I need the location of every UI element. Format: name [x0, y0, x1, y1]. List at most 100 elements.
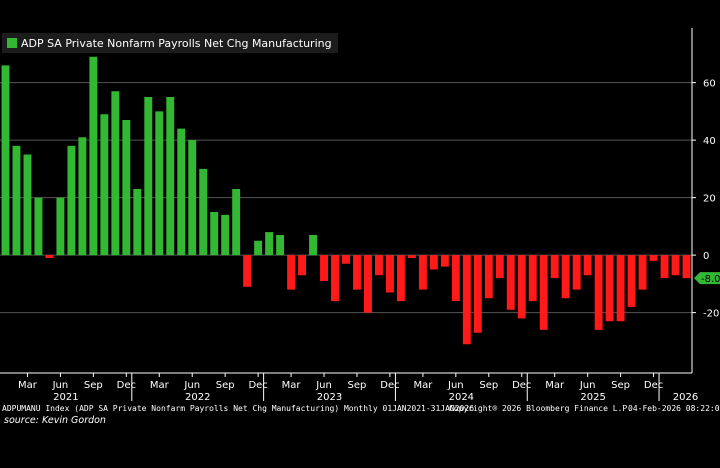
y-tick-label: 0 — [703, 251, 709, 262]
bar — [506, 255, 515, 310]
bar — [342, 255, 350, 264]
x-tick-label: Mar — [18, 380, 38, 391]
bar — [561, 255, 570, 299]
bar — [1, 65, 10, 256]
x-tick-label: Sep — [479, 380, 498, 391]
bar — [122, 120, 131, 256]
bar — [594, 255, 603, 330]
year-label: 2026 — [673, 392, 698, 403]
bar — [23, 154, 32, 256]
bar — [133, 189, 142, 256]
timestamp: 04-Feb-2026 08:22:02 — [628, 404, 720, 413]
bar — [89, 56, 98, 256]
bar — [78, 137, 87, 256]
x-tick-label: Mar — [150, 380, 170, 391]
bar — [682, 255, 691, 279]
bar — [671, 255, 680, 276]
year-label: 2021 — [53, 392, 78, 403]
x-tick-label: Mar — [282, 380, 302, 391]
x-tick-label: Jun — [183, 380, 200, 391]
bar — [210, 212, 219, 256]
bar — [243, 255, 252, 287]
y-tick-label: 20 — [703, 194, 716, 205]
x-tick-label: Sep — [611, 380, 630, 391]
bar — [12, 145, 21, 256]
bar — [364, 255, 372, 313]
bar — [100, 114, 109, 256]
bar — [440, 255, 449, 267]
bar — [539, 255, 548, 330]
year-label: 2025 — [580, 392, 605, 403]
bar — [451, 255, 460, 302]
bar — [528, 255, 537, 302]
bars — [1, 56, 691, 345]
y-tick-label: 60 — [703, 79, 716, 90]
last-value-label: -8.0 — [701, 274, 720, 285]
bar — [67, 145, 76, 256]
bar — [583, 255, 592, 276]
bar — [188, 140, 197, 256]
bar — [550, 255, 559, 279]
bar — [45, 255, 54, 258]
bar — [353, 255, 361, 290]
bar — [287, 255, 296, 290]
bar — [627, 255, 636, 307]
bar — [385, 255, 394, 293]
bar — [155, 111, 164, 256]
bar — [572, 255, 581, 290]
bar — [320, 255, 328, 281]
index-description: ADPUMANU Index (ADP SA Private Nonfarm P… — [2, 404, 475, 413]
bar — [429, 255, 438, 270]
bar — [34, 197, 43, 256]
year-label: 2022 — [185, 392, 210, 403]
bar — [144, 97, 153, 256]
bar — [517, 255, 526, 319]
x-tick-label: Dec — [248, 380, 267, 391]
bar — [111, 91, 120, 256]
x-tick-label: Mar — [545, 380, 565, 391]
x-tick-label: Jun — [579, 380, 596, 391]
bar — [484, 255, 493, 299]
bar — [495, 255, 504, 279]
bar — [166, 97, 175, 256]
x-tick-label: Sep — [216, 380, 235, 391]
bar — [616, 255, 625, 322]
bar — [177, 128, 186, 256]
bar — [309, 235, 318, 256]
bar — [473, 255, 482, 333]
x-tick-label: Dec — [512, 380, 531, 391]
x-tick-label: Dec — [117, 380, 136, 391]
legend-label: ADP SA Private Nonfarm Payrolls Net Chg … — [21, 36, 332, 50]
x-tick-label: Dec — [644, 380, 663, 391]
copyright: Copyright® 2026 Bloomberg Finance L.P. — [449, 404, 633, 413]
bar — [276, 235, 285, 256]
source-credit: source: Kevin Gordon — [4, 415, 106, 426]
bar — [374, 255, 383, 276]
x-tick-label: Jun — [447, 380, 464, 391]
y-tick-label: 40 — [703, 136, 716, 147]
bar — [649, 255, 658, 261]
bar — [254, 240, 263, 256]
bar — [331, 255, 339, 302]
x-tick-label: Jun — [315, 380, 332, 391]
bar — [232, 189, 241, 256]
bar — [298, 255, 307, 276]
bar — [396, 255, 405, 302]
bar — [407, 255, 416, 258]
bar — [265, 232, 274, 256]
bar — [199, 168, 208, 256]
axes: -20 0 20 40 60 Mar Jun Sep Dec Mar Jun Sep Dec Mar Jun… — [0, 28, 720, 403]
x-tick-label: Sep — [84, 380, 103, 391]
year-label: 2023 — [317, 392, 342, 403]
bar — [605, 255, 614, 322]
y-tick-label: -20 — [703, 309, 719, 320]
x-tick-label: Jun — [52, 380, 69, 391]
bar — [462, 255, 471, 345]
last-value-marker — [694, 272, 720, 285]
x-tick-label: Mar — [413, 380, 433, 391]
bar — [56, 197, 65, 256]
x-tick-label: Sep — [348, 380, 367, 391]
legend: ADP SA Private Nonfarm Payrolls Net Chg … — [2, 33, 338, 53]
year-label: 2024 — [449, 392, 474, 403]
